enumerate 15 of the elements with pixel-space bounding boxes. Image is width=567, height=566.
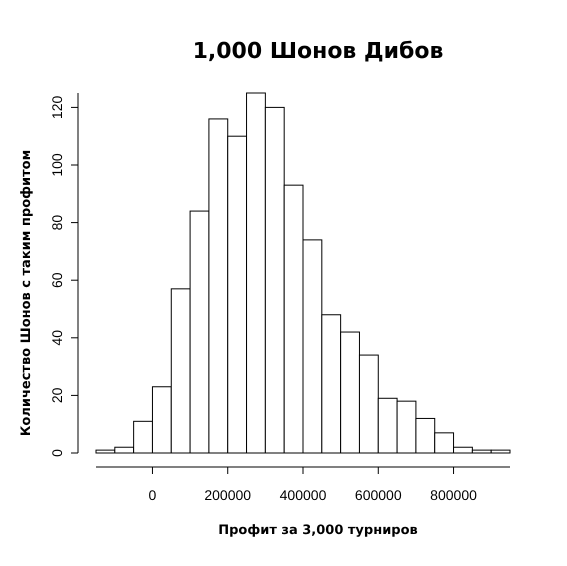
y-tick-label: 20	[49, 387, 65, 404]
y-tick-label: 40	[49, 330, 65, 346]
x-tick-label: 0	[148, 487, 157, 503]
chart-title: 1,000 Шонов Дибов	[192, 39, 444, 64]
x-tick-label: 800000	[430, 487, 478, 503]
y-axis-title: Количество Шонов с таким профитом	[19, 150, 34, 436]
y-tick-label: 80	[49, 214, 65, 230]
y-tick-label: 100	[49, 153, 65, 177]
y-tick-label: 60	[49, 272, 65, 288]
x-axis-title: Профит за 3,000 турниров	[218, 523, 418, 538]
y-tick-label: 120	[49, 96, 65, 120]
x-tick-label: 400000	[280, 487, 327, 503]
x-tick-label: 600000	[354, 487, 402, 503]
x-tick-label: 200000	[204, 487, 252, 503]
y-tick-label: 0	[49, 448, 65, 457]
